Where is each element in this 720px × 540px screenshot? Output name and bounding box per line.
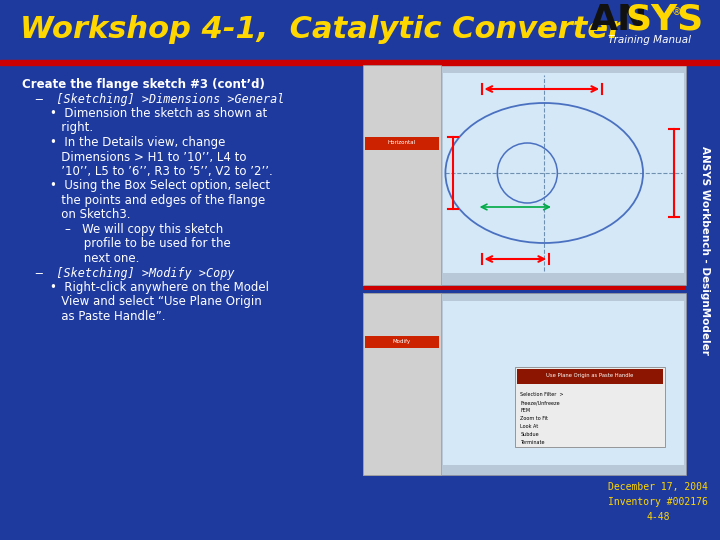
Bar xyxy=(363,65,441,285)
Text: ’10’’, L5 to ’6’’, R3 to ’5’’, V2 to ’2’’.: ’10’’, L5 to ’6’’, R3 to ’5’’, V2 to ’2’… xyxy=(50,165,273,178)
Text: AN: AN xyxy=(590,3,649,37)
Bar xyxy=(516,367,665,447)
Text: Modify: Modify xyxy=(393,340,411,345)
Text: Subdue: Subdue xyxy=(521,433,539,437)
Text: the points and edges of the flange: the points and edges of the flange xyxy=(50,194,265,207)
Text: Terminate: Terminate xyxy=(521,441,545,446)
Text: Look At: Look At xyxy=(521,424,539,429)
Text: Dimensions > H1 to ’10’’, L4 to: Dimensions > H1 to ’10’’, L4 to xyxy=(50,151,246,164)
Text: ®: ® xyxy=(672,7,682,17)
Bar xyxy=(365,137,439,150)
Text: Selection Filter  >: Selection Filter > xyxy=(521,393,564,397)
Bar xyxy=(365,336,439,348)
Bar xyxy=(363,65,686,285)
Text: •  In the Details view, change: • In the Details view, change xyxy=(50,136,225,149)
Text: on Sketch3.: on Sketch3. xyxy=(50,208,130,221)
Text: Freeze/Unfreeze: Freeze/Unfreeze xyxy=(521,401,560,406)
Bar xyxy=(363,293,441,475)
Text: right.: right. xyxy=(50,122,93,134)
Text: Horizontal: Horizontal xyxy=(388,140,416,145)
Text: Use Plane Origin as Paste Handle: Use Plane Origin as Paste Handle xyxy=(546,374,634,379)
Bar xyxy=(443,301,684,465)
Text: December 17, 2004
Inventory #002176
4-48: December 17, 2004 Inventory #002176 4-48 xyxy=(608,482,708,522)
Text: •  Using the Box Select option, select: • Using the Box Select option, select xyxy=(50,179,270,192)
Text: Workshop 4-1,  Catalytic Converter: Workshop 4-1, Catalytic Converter xyxy=(20,16,623,44)
Text: Create the flange sketch #3 (cont’d): Create the flange sketch #3 (cont’d) xyxy=(22,78,265,91)
Bar xyxy=(363,293,686,475)
Text: Zoom to Fit: Zoom to Fit xyxy=(521,416,549,422)
Text: next one.: next one. xyxy=(65,252,140,265)
Text: View and select “Use Plane Origin: View and select “Use Plane Origin xyxy=(50,295,262,308)
Text: FEM: FEM xyxy=(521,408,531,414)
Text: •  Right-click anywhere on the Model: • Right-click anywhere on the Model xyxy=(50,281,269,294)
Bar xyxy=(443,73,684,273)
Text: as Paste Handle”.: as Paste Handle”. xyxy=(50,310,166,323)
Text: –  [Sketching] >Modify >Copy: – [Sketching] >Modify >Copy xyxy=(35,267,235,280)
Text: ANSYS Workbench - DesignModeler: ANSYS Workbench - DesignModeler xyxy=(700,146,710,354)
Bar xyxy=(517,369,662,384)
Text: –   We will copy this sketch: – We will copy this sketch xyxy=(65,223,223,236)
Text: •  Dimension the sketch as shown at: • Dimension the sketch as shown at xyxy=(50,107,267,120)
Bar xyxy=(363,286,686,290)
Text: –  [Sketching] >Dimensions >General: – [Sketching] >Dimensions >General xyxy=(35,92,284,105)
Bar xyxy=(0,60,720,65)
Text: profile to be used for the: profile to be used for the xyxy=(65,238,230,251)
Text: SYS: SYS xyxy=(625,3,703,37)
Text: Training Manual: Training Manual xyxy=(608,35,691,45)
